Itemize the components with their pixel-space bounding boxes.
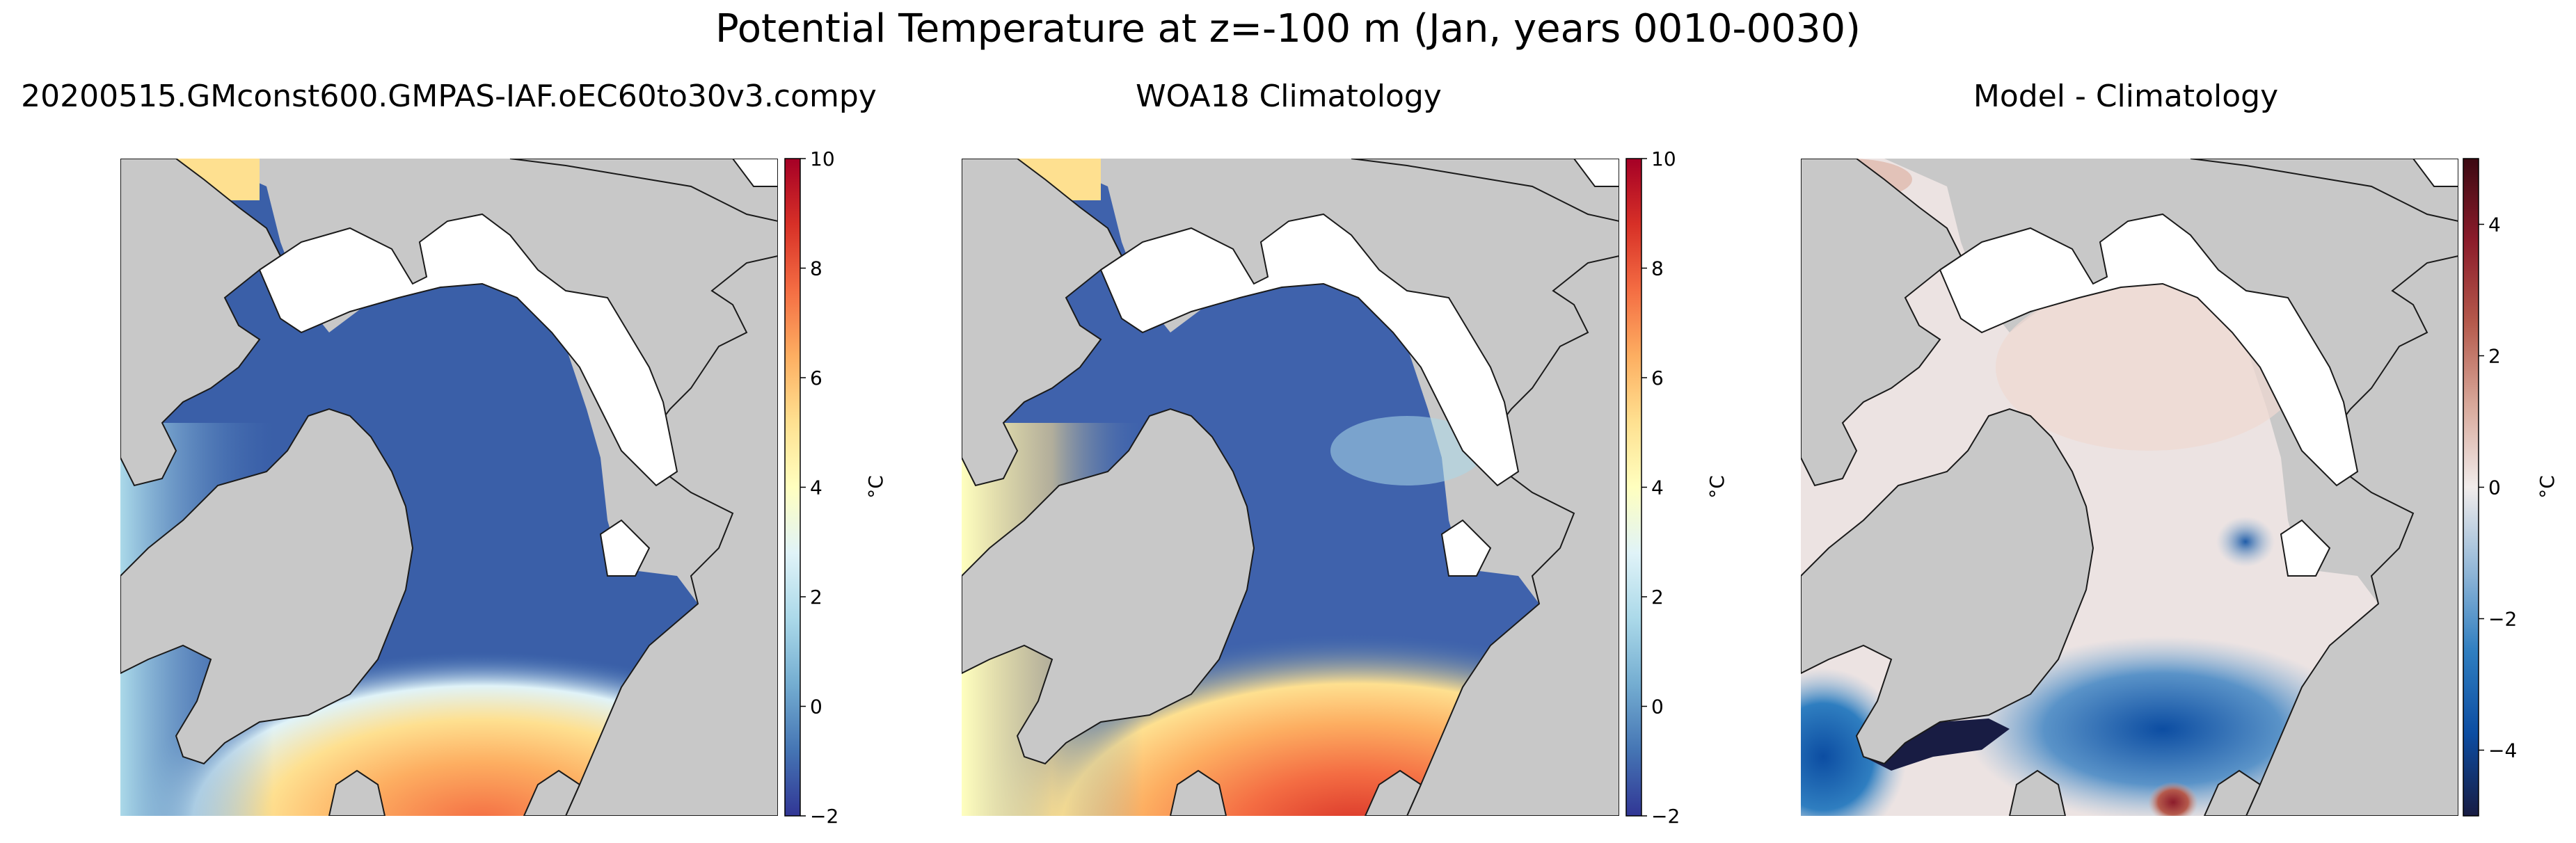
panel-model: 20200515.GMconst600.GMPAS-IAF.oEC60to30v… — [21, 79, 887, 828]
map-model — [120, 159, 778, 816]
colorbar-ticks: −4 −2 0 2 4 — [2479, 214, 2517, 762]
colorbar-tick-label: 0 — [1651, 696, 1664, 718]
panel-climatology: WOA18 Climatology −2 0 2 4 6 8 10 °C — [962, 79, 1728, 828]
colorbar-difference: −4 −2 0 2 4 °C — [2463, 158, 2559, 817]
colorbar-model: −2 0 2 4 6 8 10 °C — [784, 147, 887, 828]
colorbar-tick-label: 6 — [810, 367, 822, 390]
panel-title-climatology: WOA18 Climatology — [1136, 79, 1442, 114]
panel-difference: Model - Climatology −4 −2 0 — [1801, 79, 2559, 817]
colorbar-unit-label: °C — [864, 475, 887, 499]
map-difference — [1801, 159, 2458, 816]
colorbar-tick-label: 10 — [1651, 147, 1676, 170]
colorbar-tick-label: 8 — [1651, 257, 1664, 280]
colorbar-tick-label: −2 — [810, 805, 838, 828]
panel-title-difference: Model - Climatology — [1973, 79, 2278, 114]
colorbar-ramp — [784, 158, 801, 817]
colorbar-ticks: −2 0 2 4 6 8 10 — [1641, 147, 1680, 828]
colorbar-climatology: −2 0 2 4 6 8 10 °C — [1625, 147, 1728, 828]
colorbar-tick-label: 4 — [1651, 476, 1664, 499]
panel-title-model: 20200515.GMconst600.GMPAS-IAF.oEC60to30v… — [21, 79, 877, 114]
colorbar-tick-label: −2 — [1651, 805, 1680, 828]
colorbar-tick-label: 2 — [1651, 586, 1664, 609]
colorbar-tick-label: 6 — [1651, 367, 1664, 390]
colorbar-tick-label: 10 — [810, 147, 835, 170]
colorbar-unit-label: °C — [2536, 475, 2559, 499]
colorbar-ticks: −2 0 2 4 6 8 10 — [800, 147, 838, 828]
colorbar-tick-label: 4 — [2488, 214, 2501, 236]
colorbar-tick-label: 0 — [810, 696, 822, 718]
colorbar-tick-label: 2 — [810, 586, 822, 609]
colorbar-tick-label: −2 — [2488, 608, 2517, 631]
colorbar-ramp — [2463, 158, 2479, 817]
colorbar-tick-label: 2 — [2488, 345, 2501, 368]
colorbar-ramp — [1625, 158, 1642, 817]
map-climatology — [962, 159, 1619, 816]
figure-title: Potential Temperature at z=-100 m (Jan, … — [715, 6, 1861, 51]
colorbar-tick-label: 0 — [2488, 476, 2501, 499]
colorbar-tick-label: 8 — [810, 257, 822, 280]
colorbar-unit-label: °C — [1706, 475, 1728, 499]
colorbar-tick-label: −4 — [2488, 739, 2517, 762]
colorbar-tick-label: 4 — [810, 476, 822, 499]
